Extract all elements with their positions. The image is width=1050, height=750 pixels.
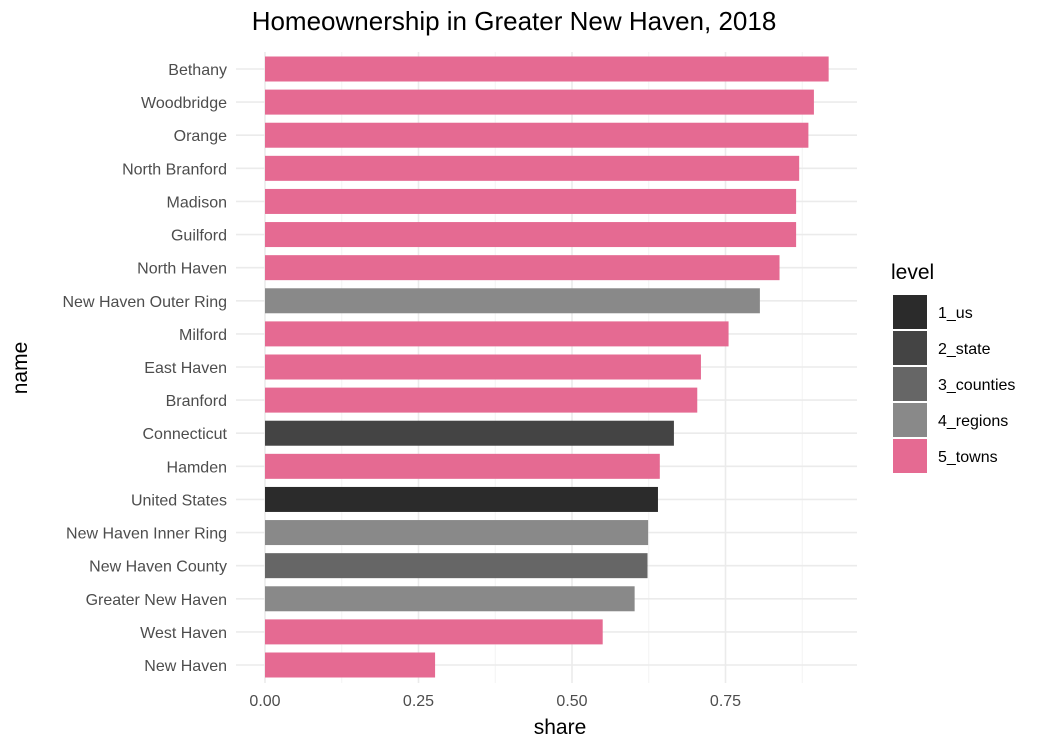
- legend-label: 4_regions: [938, 413, 1008, 430]
- y-tick-label: North Branford: [122, 161, 227, 178]
- bar: [265, 321, 729, 347]
- y-tick-label: Guilford: [171, 228, 227, 245]
- bar: [265, 453, 660, 479]
- x-tick-label: 0.50: [556, 693, 587, 710]
- bars: [265, 56, 829, 678]
- y-tick-label: United States: [131, 492, 227, 509]
- x-tick-label: 0.00: [249, 693, 280, 710]
- legend-label: 1_us: [938, 305, 973, 322]
- y-tick-label: Milford: [179, 327, 227, 344]
- bar: [265, 420, 674, 446]
- legend-swatch: [893, 331, 927, 365]
- bar: [265, 188, 797, 214]
- bar: [265, 222, 797, 248]
- x-axis-title: share: [534, 716, 587, 739]
- y-tick-label: Woodbridge: [141, 95, 227, 112]
- y-tick-label: Bethany: [168, 62, 227, 79]
- chart-title: Homeownership in Greater New Haven, 2018: [252, 6, 777, 36]
- bar: [265, 122, 809, 148]
- bar: [265, 387, 698, 413]
- bar: [265, 255, 780, 281]
- y-tick-label: East Haven: [144, 360, 227, 377]
- legend-label: 5_towns: [938, 449, 998, 466]
- bar: [265, 155, 800, 181]
- y-tick-label: Connecticut: [143, 426, 228, 443]
- bar: [265, 354, 701, 380]
- legend-label: 2_state: [938, 341, 991, 358]
- legend-title: level: [891, 261, 934, 284]
- y-tick-labels: Bethany Woodbridge Orange North Branford Mad…: [62, 62, 227, 675]
- y-axis-title: name: [9, 342, 32, 395]
- bar: [265, 89, 814, 115]
- y-tick-label: New Haven Inner Ring: [66, 526, 227, 543]
- y-tick-label: Greater New Haven: [86, 592, 227, 609]
- x-tick-labels: 0.00 0.25 0.50 0.75: [249, 693, 741, 710]
- y-tick-label: New Haven Outer Ring: [62, 294, 227, 311]
- y-tick-label: New Haven County: [89, 559, 227, 576]
- y-tick-label: Orange: [174, 128, 227, 145]
- bar: [265, 520, 649, 546]
- bar: [265, 486, 658, 512]
- legend-swatch: [893, 439, 927, 473]
- bar: [265, 553, 648, 579]
- y-tick-label: North Haven: [137, 261, 227, 278]
- x-tick-label: 0.25: [403, 693, 434, 710]
- x-tick-label: 0.75: [710, 693, 741, 710]
- legend-label: 3_counties: [938, 377, 1015, 394]
- legend-items: 1_us 2_state 3_counties 4_regions 5_towns: [893, 295, 1015, 473]
- legend-swatch: [893, 295, 927, 329]
- y-tick-label: New Haven: [144, 658, 227, 675]
- bar: [265, 586, 635, 612]
- bar: [265, 288, 760, 314]
- legend: level 1_us 2_state 3_counties 4_regions 5_to…: [891, 261, 1015, 473]
- y-tick-label: West Haven: [140, 625, 227, 642]
- bar: [265, 56, 829, 82]
- y-tick-label: Branford: [166, 393, 227, 410]
- bar: [265, 652, 436, 678]
- y-tick-label: Hamden: [167, 459, 227, 476]
- legend-swatch: [893, 403, 927, 437]
- y-tick-label: Madison: [167, 194, 227, 211]
- legend-swatch: [893, 367, 927, 401]
- bar: [265, 619, 603, 645]
